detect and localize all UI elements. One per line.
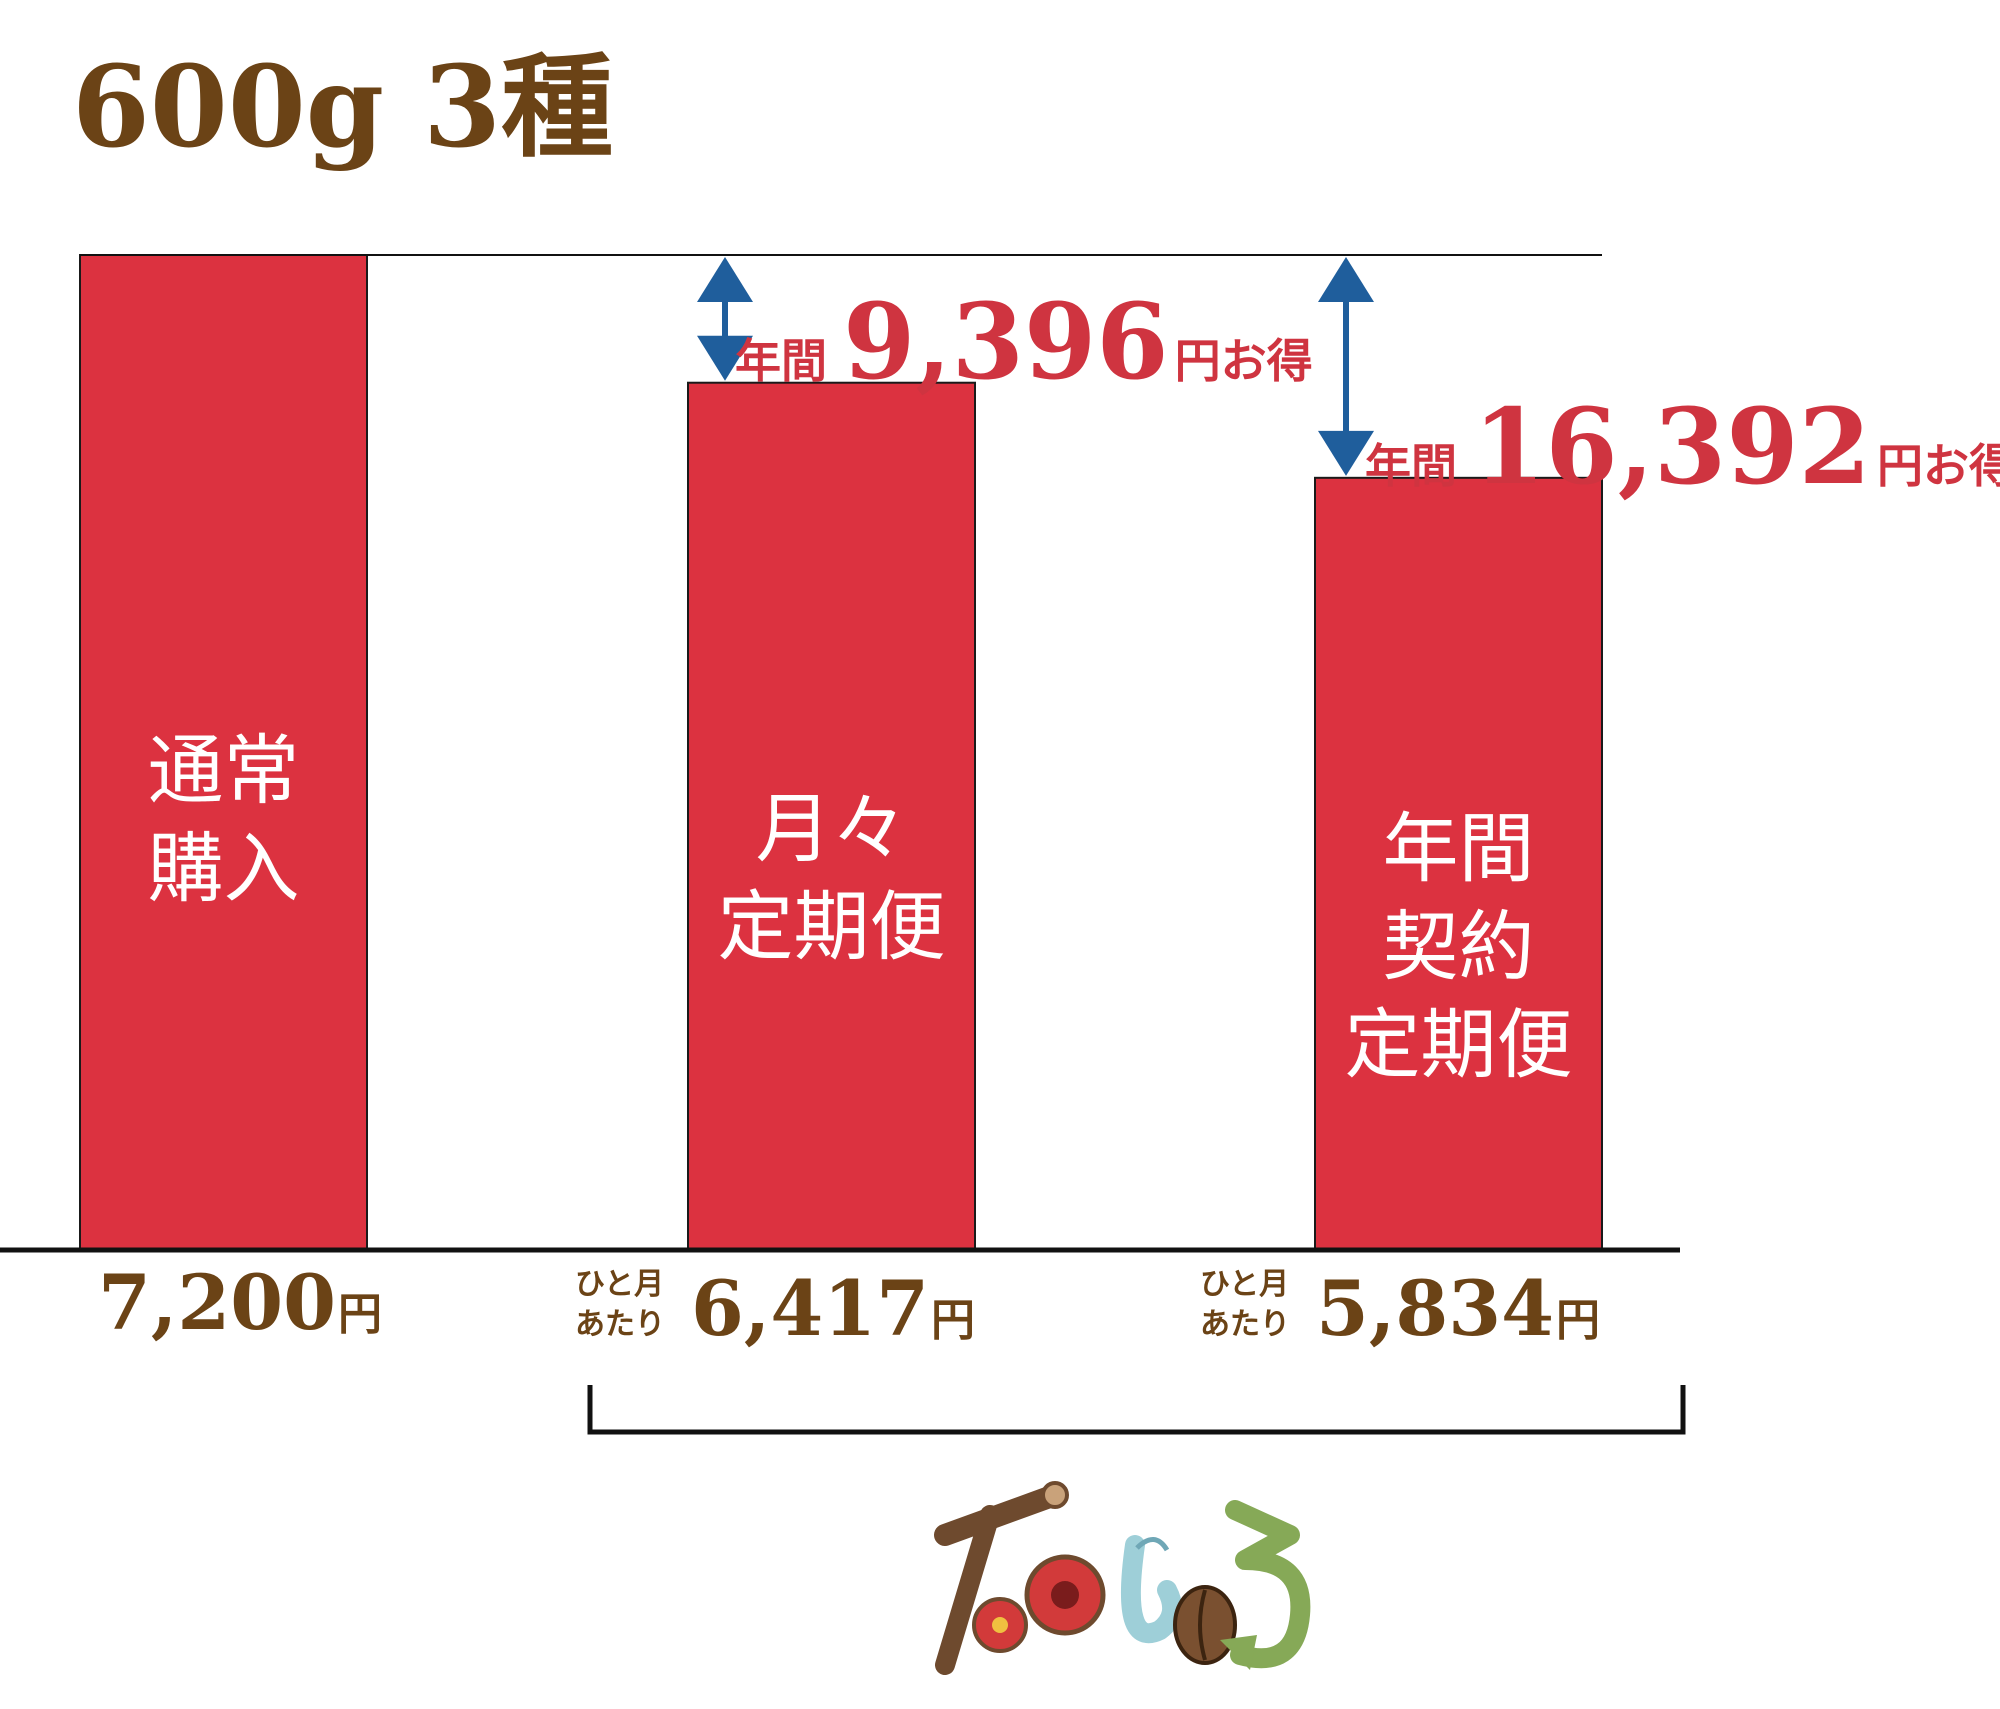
arrow-up-icon bbox=[697, 257, 753, 302]
bar-label-0: 通常 購入 bbox=[147, 726, 300, 913]
savings-value: 16,392 bbox=[1473, 385, 1872, 508]
savings-value: 9,396 bbox=[843, 280, 1169, 403]
price-unit: 円 bbox=[1555, 1295, 1600, 1346]
page-title: 600g 3種 bbox=[72, 42, 614, 173]
per-month-note: ひと月 あたり bbox=[1200, 1267, 1290, 1342]
price-unit: 円 bbox=[337, 1289, 382, 1340]
price-value: 5,834 bbox=[1316, 1264, 1554, 1353]
savings-annotation-1: 年間 16,392 円お得 bbox=[1365, 395, 2000, 499]
bar-0 bbox=[79, 254, 368, 1251]
savings-prefix: 年間 bbox=[1365, 439, 1457, 493]
arrow-down-icon bbox=[697, 335, 753, 381]
price-value: 7,200 bbox=[98, 1258, 336, 1347]
savings-suffix: 円お得 bbox=[1174, 334, 1313, 388]
bar-label-2: 年間 契約 定期便 bbox=[1344, 804, 1573, 1089]
savings-annotation-0: 年間 9,396 円お得 bbox=[735, 290, 1313, 394]
price-label-1: ひと月 あたり 6,417 円 bbox=[575, 1265, 975, 1347]
bar-label-1: 月々 定期便 bbox=[717, 784, 946, 971]
per-month-note: ひと月 あたり bbox=[575, 1267, 665, 1342]
arrow-up-icon bbox=[1318, 257, 1374, 302]
price-unit: 円 bbox=[930, 1295, 975, 1346]
price-value: 6,417 bbox=[691, 1264, 929, 1353]
bar-2 bbox=[1314, 476, 1603, 1251]
arrow-down-icon bbox=[1318, 430, 1374, 476]
subscription-bracket bbox=[587, 1385, 1686, 1435]
price-label-0: 7,200 円 bbox=[98, 1265, 382, 1341]
tanoshiro-logo-icon bbox=[934, 1481, 1311, 1675]
savings-suffix: 円お得 bbox=[1877, 439, 2000, 493]
price-label-2: ひと月 あたり 5,834 円 bbox=[1200, 1265, 1600, 1347]
savings-prefix: 年間 bbox=[735, 334, 827, 388]
bar-1 bbox=[687, 381, 976, 1251]
